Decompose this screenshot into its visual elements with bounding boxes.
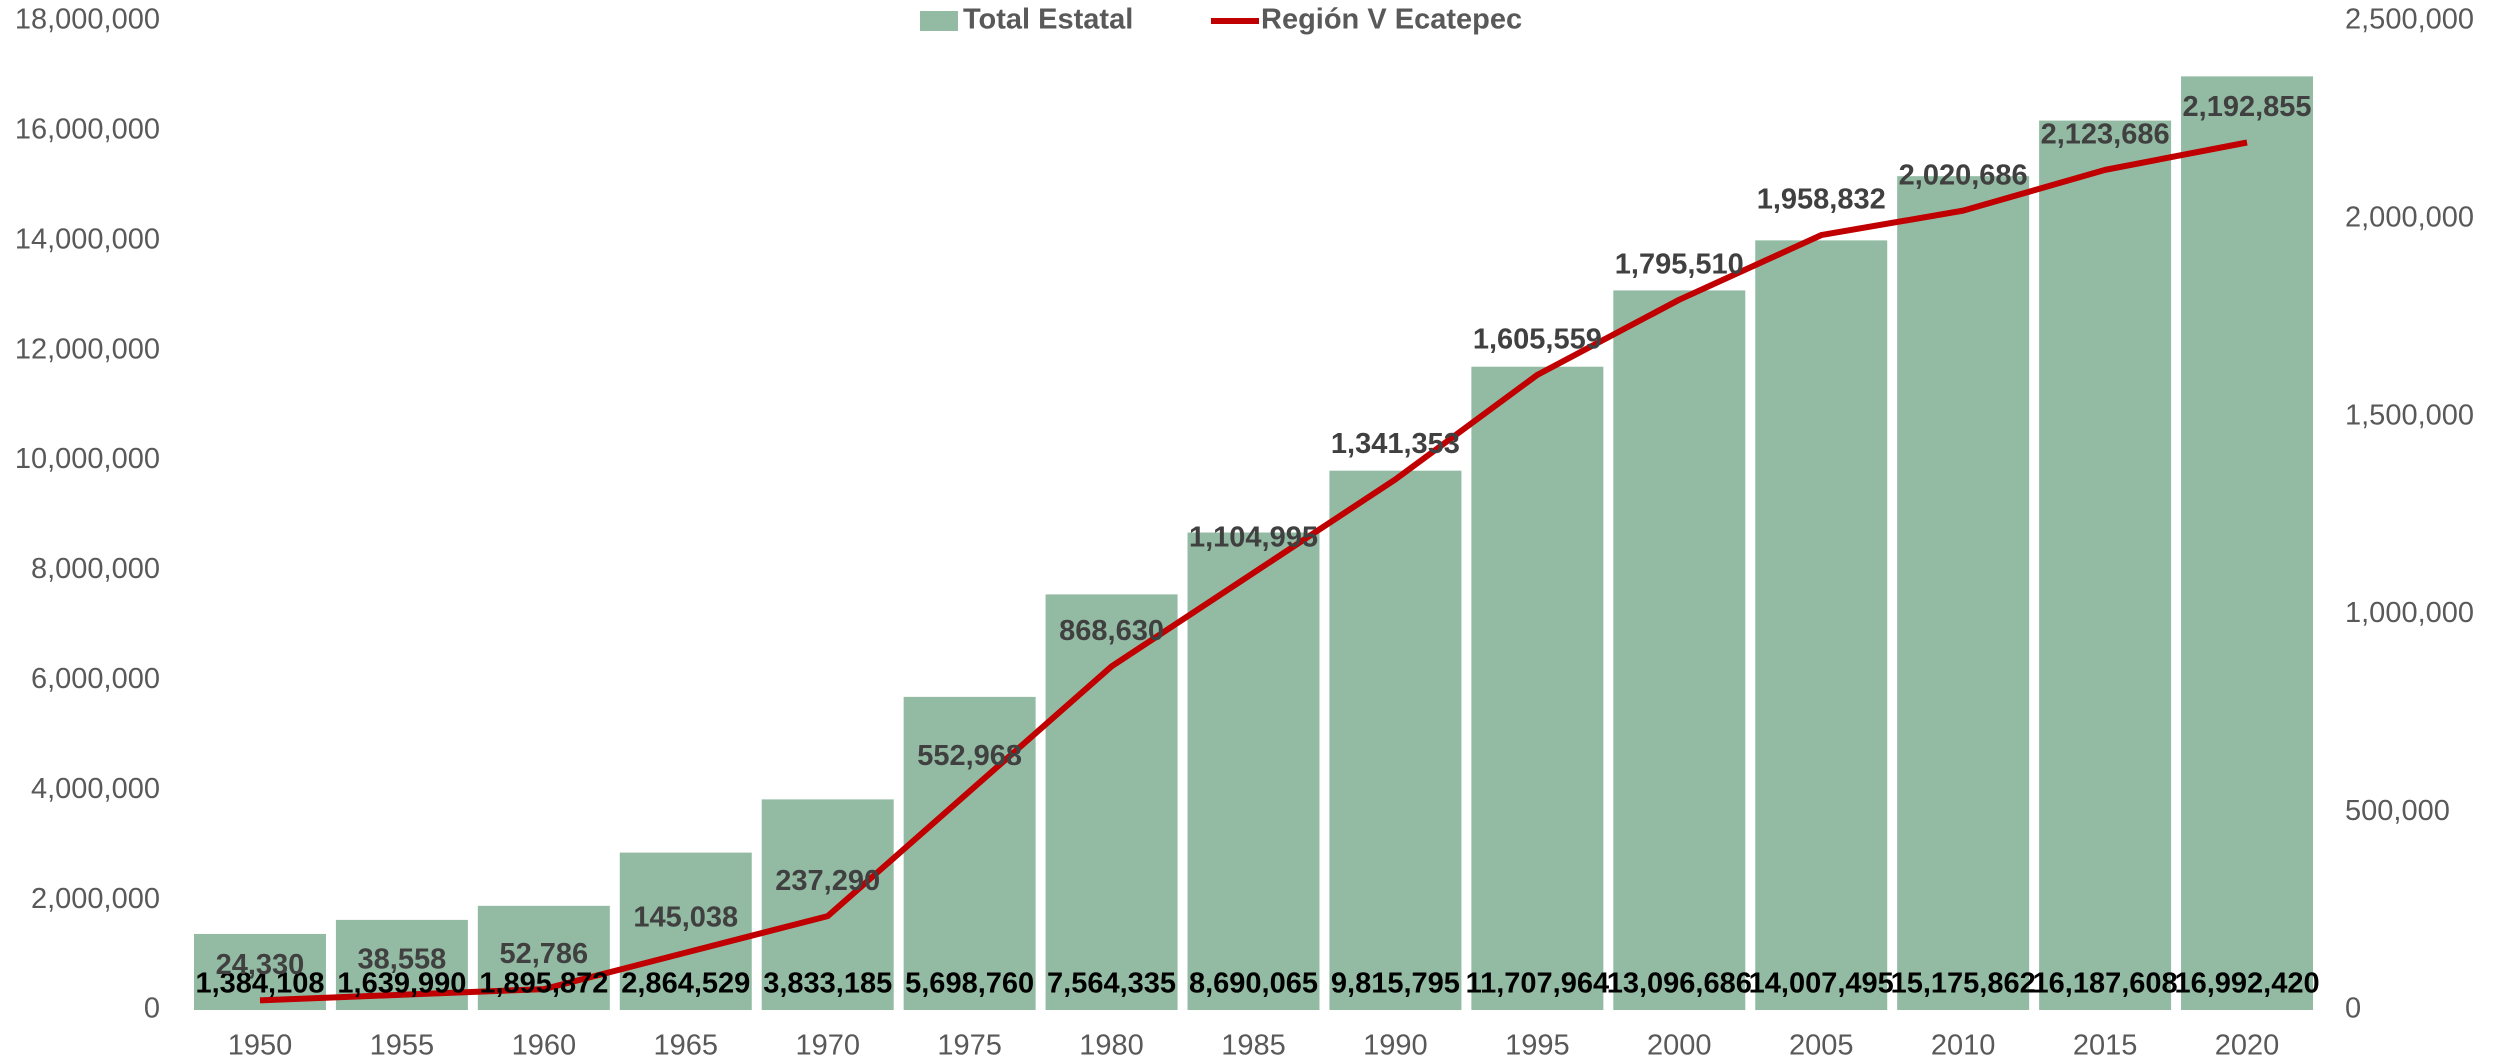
data-label: 1,104,995 xyxy=(1189,522,1318,554)
legend-marker xyxy=(920,11,958,31)
data-label: 11,707,964 xyxy=(1466,968,1610,1000)
data-label: 2,123,686 xyxy=(2041,119,2170,151)
x-tick-label: 2010 xyxy=(1931,1030,1996,1062)
y-tick-label: 8,000,000 xyxy=(31,553,160,585)
y-tick-label: 4,000,000 xyxy=(31,773,160,805)
y-tick-label: 18,000,000 xyxy=(15,4,160,36)
line xyxy=(259,139,2248,1004)
data-label: 52,786 xyxy=(499,938,588,970)
x-tick-label: 2020 xyxy=(2215,1030,2280,1062)
x-tick-label: 1960 xyxy=(512,1030,577,1062)
bar xyxy=(761,799,894,1010)
data-label: 38,558 xyxy=(358,943,447,975)
data-label: 2,864,529 xyxy=(621,968,750,1000)
x-tick-label: 2005 xyxy=(1789,1030,1854,1062)
data-label: 2,020,686 xyxy=(1899,159,2028,191)
data-label: 13,096,686 xyxy=(1607,968,1752,1000)
legend-label: Total Estatal xyxy=(963,4,1133,36)
data-label: 1,384,108 xyxy=(195,968,324,1000)
bar xyxy=(1897,176,2030,1010)
legend-label: Región V Ecatepec xyxy=(1261,4,1522,36)
data-label: 1,639,990 xyxy=(337,968,466,1000)
data-label: 1,895,872 xyxy=(479,968,608,1000)
y-tick-label: 10,000,000 xyxy=(15,443,160,475)
bar xyxy=(2039,120,2172,1010)
x-tick-label: 1995 xyxy=(1505,1030,1570,1062)
bar xyxy=(1613,290,1746,1010)
bar xyxy=(1471,366,1604,1011)
data-label: 15,175,862 xyxy=(1891,968,2036,1000)
y-tick-label: 2,000,000 xyxy=(31,883,160,915)
data-label: 16,992,420 xyxy=(2174,968,2319,1000)
x-tick-label: 1950 xyxy=(228,1030,293,1062)
y2-tick-label: 0 xyxy=(2345,993,2361,1025)
data-label: 8,690,065 xyxy=(1189,968,1318,1000)
data-label: 24,330 xyxy=(216,949,305,981)
y-tick-label: 6,000,000 xyxy=(31,663,160,695)
bar xyxy=(2181,76,2314,1011)
x-tick-label: 1955 xyxy=(370,1030,435,1062)
x-tick-label: 2015 xyxy=(2073,1030,2138,1062)
bar xyxy=(619,852,752,1010)
y2-tick-label: 500,000 xyxy=(2345,795,2450,827)
data-label: 868,630 xyxy=(1059,615,1164,647)
data-label: 552,968 xyxy=(917,740,1022,772)
x-tick-label: 2000 xyxy=(1647,1030,1712,1062)
data-label: 145,038 xyxy=(633,901,738,933)
y2-tick-label: 1,500,000 xyxy=(2345,399,2474,431)
y2-tick-label: 2,500,000 xyxy=(2345,4,2474,36)
x-tick-label: 1980 xyxy=(1079,1030,1144,1062)
x-tick-label: 1985 xyxy=(1221,1030,1286,1062)
y-tick-label: 12,000,000 xyxy=(15,333,160,365)
x-tick-label: 1975 xyxy=(937,1030,1002,1062)
data-label: 1,605,559 xyxy=(1473,323,1602,355)
y-tick-label: 0 xyxy=(144,993,160,1025)
data-label: 2,192,855 xyxy=(2183,91,2312,123)
data-label: 16,187,608 xyxy=(2033,968,2178,1000)
data-label: 237,290 xyxy=(775,865,880,897)
y2-tick-label: 1,000,000 xyxy=(2345,597,2474,629)
data-label: 1,958,832 xyxy=(1757,184,1886,216)
data-label: 7,564,335 xyxy=(1047,968,1176,1000)
data-label: 14,007,495 xyxy=(1749,968,1894,1000)
data-label: 1,795,510 xyxy=(1615,248,1744,280)
data-label: 1,341,353 xyxy=(1331,428,1460,460)
y2-tick-label: 2,000,000 xyxy=(2345,201,2474,233)
y-tick-label: 14,000,000 xyxy=(15,223,160,255)
data-label: 9,815,795 xyxy=(1331,968,1460,1000)
x-tick-label: 1965 xyxy=(654,1030,719,1062)
x-tick-label: 1970 xyxy=(795,1030,860,1062)
data-label: 5,698,760 xyxy=(905,968,1034,1000)
bar xyxy=(1045,594,1178,1010)
bar xyxy=(1187,532,1320,1010)
data-label: 3,833,185 xyxy=(763,968,892,1000)
x-tick-label: 1990 xyxy=(1363,1030,1428,1062)
bar xyxy=(1329,470,1462,1010)
bar xyxy=(1755,240,1888,1010)
y-tick-label: 16,000,000 xyxy=(15,114,160,146)
